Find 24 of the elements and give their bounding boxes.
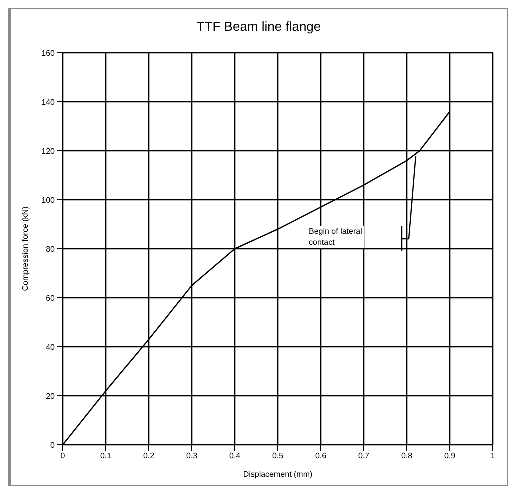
x-tick-label: 0.6: [315, 452, 328, 461]
y-tick-label: 0: [50, 440, 56, 450]
y-tick-label: 60: [46, 294, 56, 303]
x-tick-label: 0.2: [143, 452, 156, 461]
y-tick-label: 80: [46, 244, 56, 254]
y-tick-label: 40: [46, 342, 56, 352]
annotation: Begin of lateral contact: [309, 226, 362, 248]
y-tick-label: 20: [46, 392, 56, 401]
x-tick-label: 0.8: [401, 452, 414, 461]
x-tick-label: 0.4: [229, 452, 242, 461]
y-tick-label: 160: [42, 48, 56, 58]
y-axis-title: Compression force (kN): [20, 206, 30, 292]
y-tick-label: 120: [42, 146, 56, 156]
x-tick-label: 0.7: [358, 452, 370, 461]
x-tick-label: 0: [60, 452, 66, 461]
chart-title: TTF Beam line flange: [196, 18, 322, 36]
y-tick-label: 140: [42, 98, 56, 107]
x-tick-label: 0.1: [100, 452, 112, 461]
x-tick-label: 0.5: [272, 452, 284, 461]
y-tick-label: 100: [42, 196, 56, 205]
x-axis-title: Displacement (mm): [243, 470, 314, 479]
x-tick-label: 0.3: [186, 452, 198, 461]
x-tick-label: 1: [490, 452, 496, 461]
x-tick-label: 0.9: [444, 452, 456, 461]
